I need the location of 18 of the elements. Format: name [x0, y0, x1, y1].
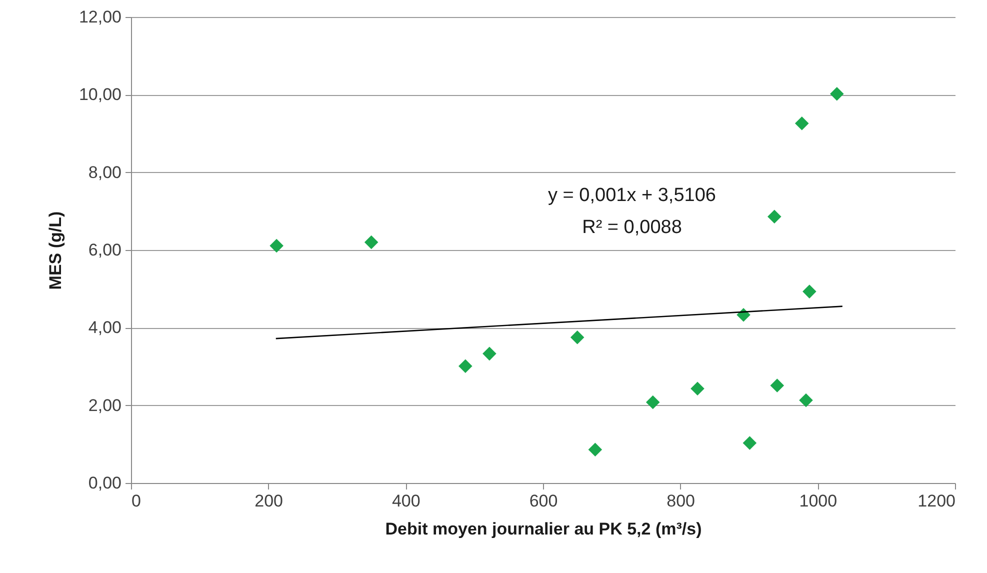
y-axis-title: MES (g/L)	[46, 211, 65, 290]
x-tick-label: 1000	[799, 492, 838, 510]
x-tick-label: 1200	[918, 492, 956, 510]
x-axis-title: Debit moyen journalier au PK 5,2 (m³/s)	[385, 520, 702, 538]
x-tick-label: 400	[392, 492, 420, 510]
y-tick-label: 0,00	[88, 474, 122, 492]
y-tick-label: 12,00	[78, 8, 122, 26]
annotation: R² = 0,0088	[582, 217, 682, 238]
annotation: y = 0,001x + 3,5106	[548, 185, 716, 206]
x-tick-label: 800	[666, 492, 696, 510]
x-tick-label: 200	[254, 492, 284, 510]
y-tick-label: 6,00	[88, 240, 122, 260]
y-tick-label: 10,00	[78, 85, 122, 104]
y-tick-label: 4,00	[88, 318, 122, 338]
x-tick-label: 0	[132, 492, 141, 510]
x-tick-label: 600	[529, 492, 558, 510]
y-tick-label: 8,00	[88, 162, 122, 182]
y-tick-label: 2,00	[88, 396, 122, 415]
